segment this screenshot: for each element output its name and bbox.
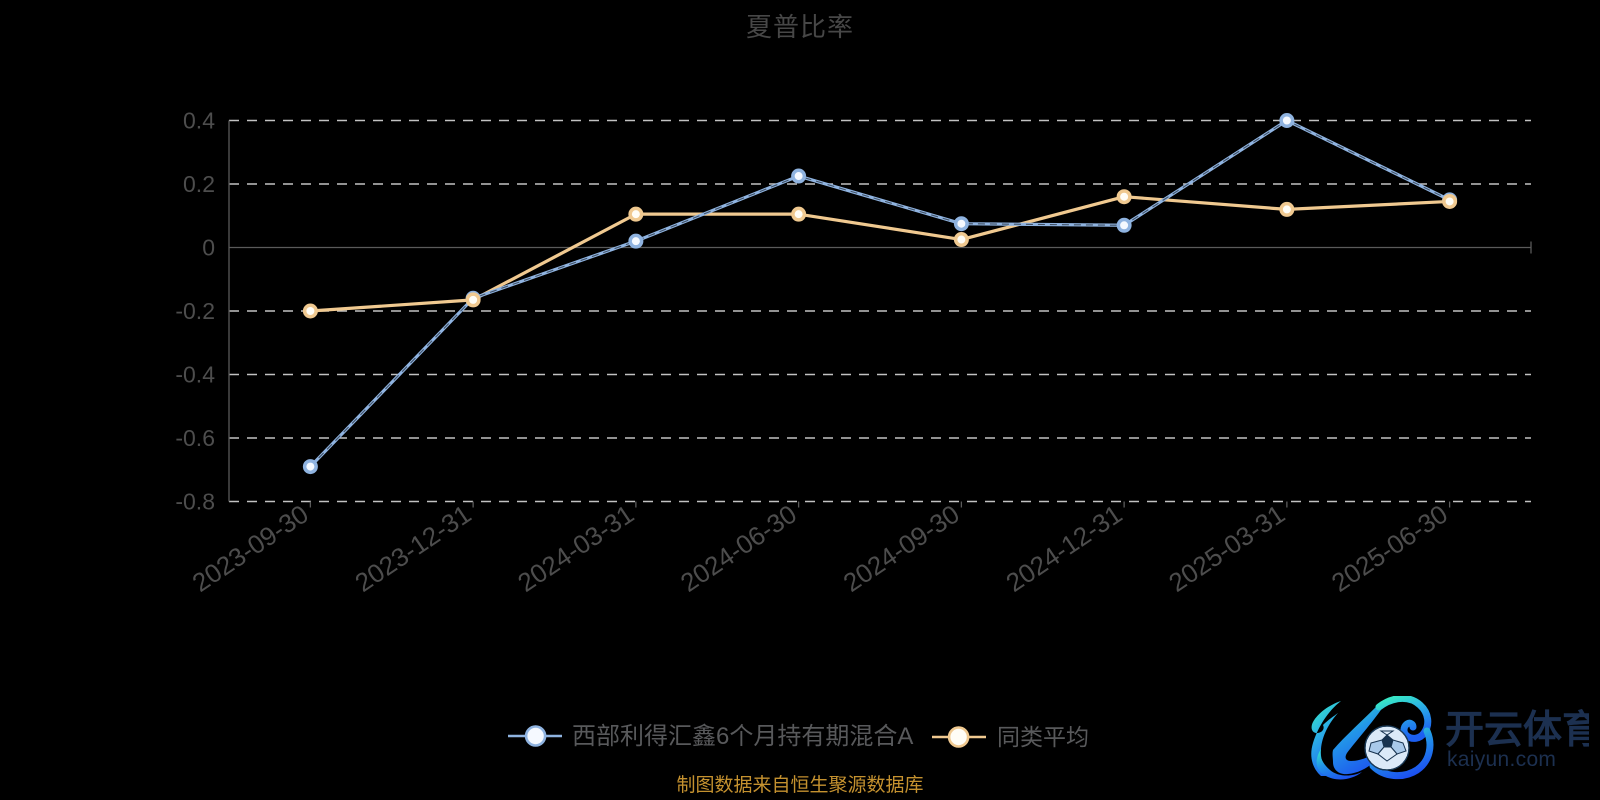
svg-text:西部利得汇鑫6个月持有期混合A: 西部利得汇鑫6个月持有期混合A	[572, 723, 913, 750]
svg-text:-0.8: -0.8	[175, 489, 215, 515]
svg-text:2024-09-30: 2024-09-30	[838, 499, 965, 598]
svg-text:-0.6: -0.6	[175, 425, 215, 451]
svg-text:0: 0	[202, 235, 215, 261]
svg-text:0.4: 0.4	[183, 108, 215, 134]
svg-text:同类平均: 同类平均	[997, 724, 1089, 750]
svg-text:2025-03-31: 2025-03-31	[1163, 499, 1290, 598]
svg-text:-0.2: -0.2	[175, 298, 215, 324]
svg-text:2024-06-30: 2024-06-30	[675, 499, 802, 598]
svg-text:2025-06-30: 2025-06-30	[1326, 499, 1453, 598]
svg-text:2024-12-31: 2024-12-31	[1000, 499, 1127, 598]
svg-text:2023-12-31: 2023-12-31	[349, 499, 476, 598]
svg-text:-0.4: -0.4	[175, 362, 215, 388]
svg-text:kaiyun.com: kaiyun.com	[1447, 748, 1556, 771]
svg-text:开云体育: 开云体育	[1445, 709, 1589, 752]
svg-text:制图数据来自恒生聚源数据库: 制图数据来自恒生聚源数据库	[676, 774, 923, 796]
svg-text:2024-03-31: 2024-03-31	[512, 499, 639, 598]
svg-text:0.2: 0.2	[183, 171, 215, 197]
